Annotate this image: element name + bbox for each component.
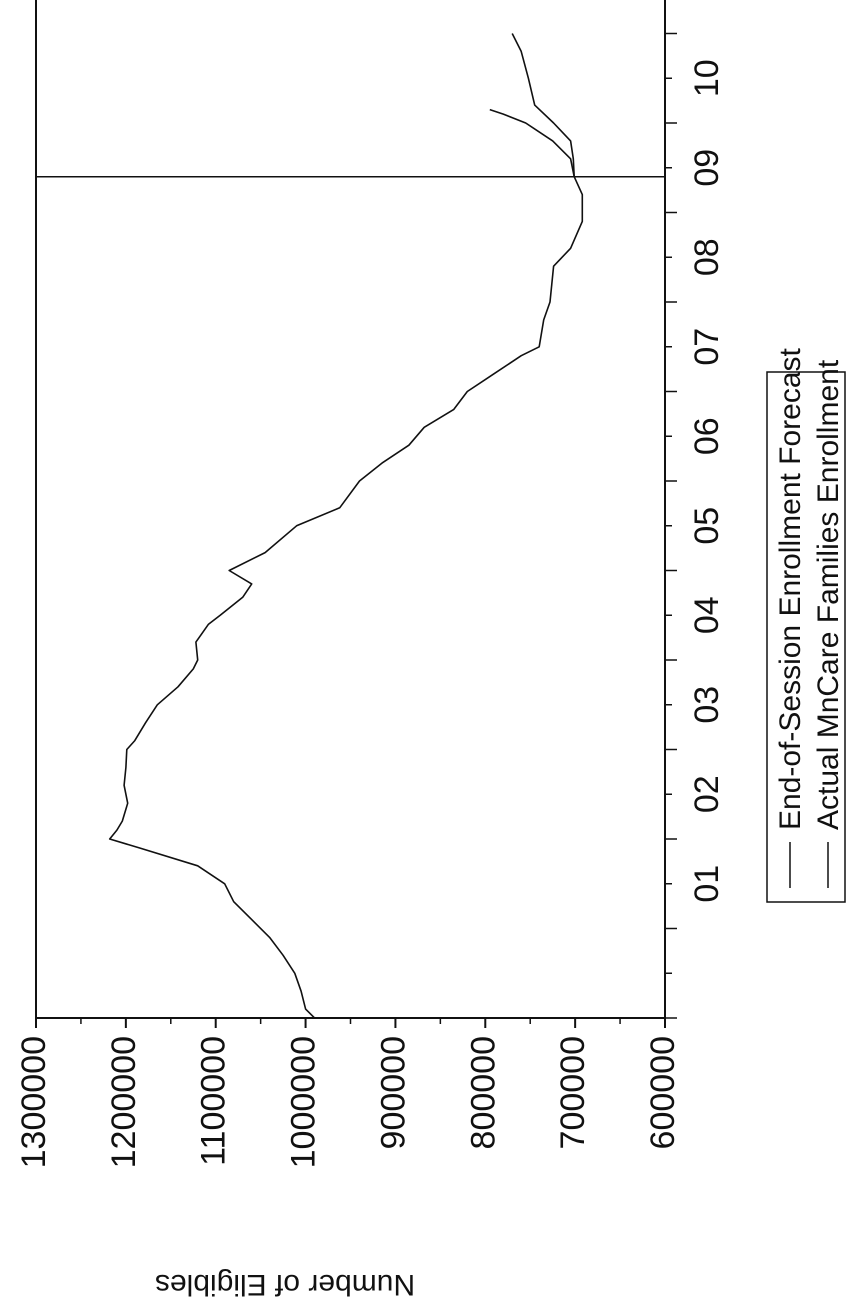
y-axis-ticks: 1300000 1200000 1100000 1000000 900000 800000… <box>15 1018 682 1168</box>
legend-box <box>766 371 846 903</box>
x-axis-ticks: 01 02 03 04 05 06 07 08 09 10 <box>665 32 726 1019</box>
y-tick-label: 1100000 <box>195 1036 233 1166</box>
x-tick-label: 07 <box>688 328 726 366</box>
y-tick-label: 600000 <box>644 1036 682 1149</box>
x-tick-label: 06 <box>688 417 726 455</box>
x-tick-label: 01 <box>688 865 726 903</box>
plot-area <box>35 0 666 1019</box>
x-tick-label: 08 <box>688 238 726 276</box>
legend-label-forecast: End-of-Session Enrollment Forecast <box>774 347 807 830</box>
y-tick-label: 1000000 <box>285 1036 323 1168</box>
series-layer <box>108 33 584 1019</box>
x-tick-label: 02 <box>688 775 726 813</box>
y-tick-label: 1300000 <box>15 1036 53 1168</box>
y-tick-label: 800000 <box>464 1036 502 1149</box>
legend-label-actual: Actual MnCare Families Enrollment <box>812 359 845 830</box>
series-actual-line <box>108 33 584 1019</box>
x-tick-label: 10 <box>688 59 726 97</box>
x-tick-label: 05 <box>688 507 726 545</box>
y-tick-label: 700000 <box>554 1036 592 1149</box>
legend: End-of-Session Enrollment Forecast Actua… <box>766 347 846 903</box>
x-tick-label: 03 <box>688 686 726 724</box>
x-tick-label: 09 <box>688 149 726 187</box>
x-tick-label: 04 <box>688 596 726 634</box>
y-axis-title: Number of Eligibles <box>155 1268 415 1301</box>
y-tick-label: 900000 <box>374 1036 412 1149</box>
y-tick-label: 1200000 <box>105 1036 143 1168</box>
series-forecast-line <box>489 108 575 177</box>
